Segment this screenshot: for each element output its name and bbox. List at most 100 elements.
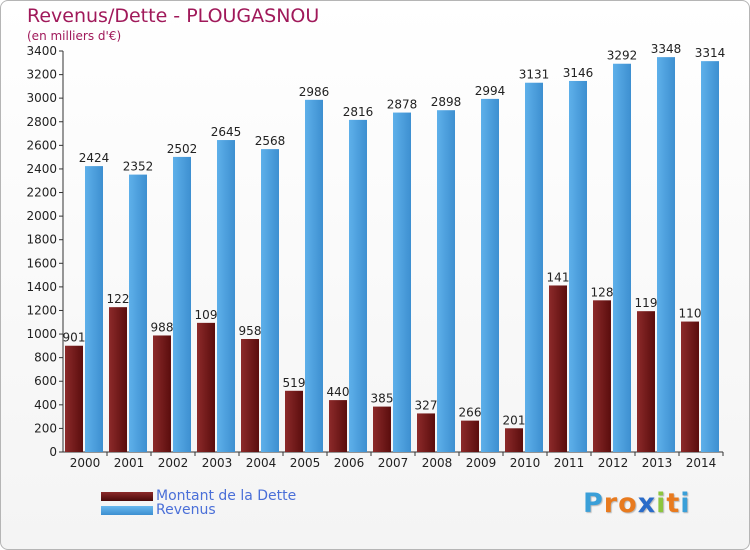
debt-value-label: 440 (327, 385, 350, 399)
chart-data-labels: 901 122 988 109 958 519 440 385 327 266 201 141 128 1… (63, 42, 726, 427)
legend-label-debt: Montant de la Dette (156, 488, 297, 504)
revenue-bar (657, 57, 675, 453)
chart-subtitle: (en milliers d'€) (27, 29, 122, 43)
debt-value-label: 119 (635, 296, 658, 310)
revenue-value-label: 3292 (607, 49, 638, 63)
logo-letter: x (637, 488, 657, 519)
y-tick-label: 200 (34, 421, 57, 435)
proxiti-logo: Proxiti (583, 488, 691, 519)
revenue-value-label: 2816 (343, 105, 374, 119)
revenue-bar (217, 140, 235, 452)
y-tick-label: 400 (34, 398, 57, 412)
logo-letter: o (618, 488, 638, 519)
revenue-value-label: 2986 (299, 85, 330, 99)
debt-bar (549, 285, 567, 452)
x-tick-label: 2000 (70, 456, 101, 470)
x-tick-label: 2012 (598, 456, 629, 470)
revenue-bar (261, 149, 279, 452)
revenue-bar (305, 99, 323, 453)
debt-bar (329, 400, 347, 452)
y-tick-label: 600 (34, 374, 57, 388)
revenue-bar (481, 98, 499, 452)
debt-value-label: 988 (151, 320, 174, 334)
x-tick-label: 2010 (510, 456, 541, 470)
debt-bar (241, 339, 259, 452)
x-tick-label: 2003 (202, 456, 233, 470)
revenue-bar (613, 63, 631, 453)
chart-bars (65, 57, 719, 453)
debt-value-label: 141 (547, 270, 570, 284)
x-tick-label: 2001 (114, 456, 145, 470)
legend-item-debt: Montant de la Dette (101, 488, 296, 504)
revenue-bar (349, 119, 367, 452)
x-tick-label: 2005 (290, 456, 321, 470)
debt-bar (373, 406, 391, 452)
logo-letter: t (666, 488, 681, 519)
debt-value-label: 327 (415, 398, 438, 412)
debt-value-label: 128 (591, 285, 614, 299)
x-tick-label: 2013 (642, 456, 673, 470)
debt-bar (153, 335, 171, 452)
legend-swatch-debt (101, 491, 153, 501)
debt-value-label: 109 (195, 308, 218, 322)
logo-letter: i (656, 488, 667, 519)
legend-swatch-revenue (101, 505, 153, 515)
debt-bar (681, 321, 699, 452)
x-tick-label: 2007 (378, 456, 409, 470)
chart-title: Revenus/Dette - PLOUGASNOU (27, 5, 320, 27)
debt-bar (637, 311, 655, 452)
y-tick-label: 3200 (26, 68, 57, 82)
revenue-value-label: 2994 (475, 84, 506, 98)
revenue-bar (173, 156, 191, 452)
debt-bar (285, 390, 303, 452)
y-tick-label: 800 (34, 351, 57, 365)
y-tick-label: 2000 (26, 209, 57, 223)
revenue-value-label: 2424 (79, 151, 110, 165)
legend-label-revenue: Revenus (156, 502, 216, 518)
x-tick-label: 2014 (686, 456, 717, 470)
revenue-value-label: 3131 (519, 68, 550, 82)
y-tick-label: 1000 (26, 327, 57, 341)
debt-value-label: 901 (63, 331, 86, 345)
revenue-bar (525, 82, 543, 453)
debt-value-label: 385 (371, 392, 394, 406)
debt-value-label: 122 (107, 292, 130, 306)
y-tick-label: 3400 (26, 44, 57, 58)
x-tick-label: 2006 (334, 456, 365, 470)
revenue-value-label: 2352 (123, 160, 154, 174)
debt-value-label: 201 (503, 413, 526, 427)
x-tick-label: 2009 (466, 456, 497, 470)
debt-bar (197, 322, 215, 452)
debt-bar (417, 413, 435, 452)
revenue-value-label: 3314 (695, 46, 726, 60)
logo-letter: i (680, 488, 691, 519)
debt-bar (65, 345, 83, 452)
revenue-bar (701, 61, 719, 452)
y-tick-label: 2200 (26, 186, 57, 200)
revenue-value-label: 2878 (387, 98, 418, 112)
revenue-value-label: 3146 (563, 66, 594, 80)
debt-value-label: 266 (459, 406, 482, 420)
x-tick-label: 2002 (158, 456, 189, 470)
debt-bar (461, 420, 479, 452)
y-tick-label: 1600 (26, 256, 57, 270)
revenue-value-label: 2568 (255, 134, 286, 148)
revenue-bar (129, 174, 147, 452)
y-tick-label: 3000 (26, 91, 57, 105)
logo-letter: r (603, 488, 619, 519)
x-tick-label: 2008 (422, 456, 453, 470)
revenue-value-label: 2898 (431, 95, 462, 109)
x-tick-label: 2011 (554, 456, 585, 470)
y-tick-label: 2800 (26, 115, 57, 129)
debt-bar (505, 428, 523, 452)
y-tick-label: 2400 (26, 162, 57, 176)
y-tick-label: 1400 (26, 280, 57, 294)
y-tick-label: 1800 (26, 233, 57, 247)
revenue-value-label: 2502 (167, 142, 198, 156)
legend-item-revenue: Revenus (101, 502, 216, 518)
y-tick-label: 1200 (26, 303, 57, 317)
revenue-bar (393, 112, 411, 452)
y-tick-label: 0 (49, 445, 57, 459)
